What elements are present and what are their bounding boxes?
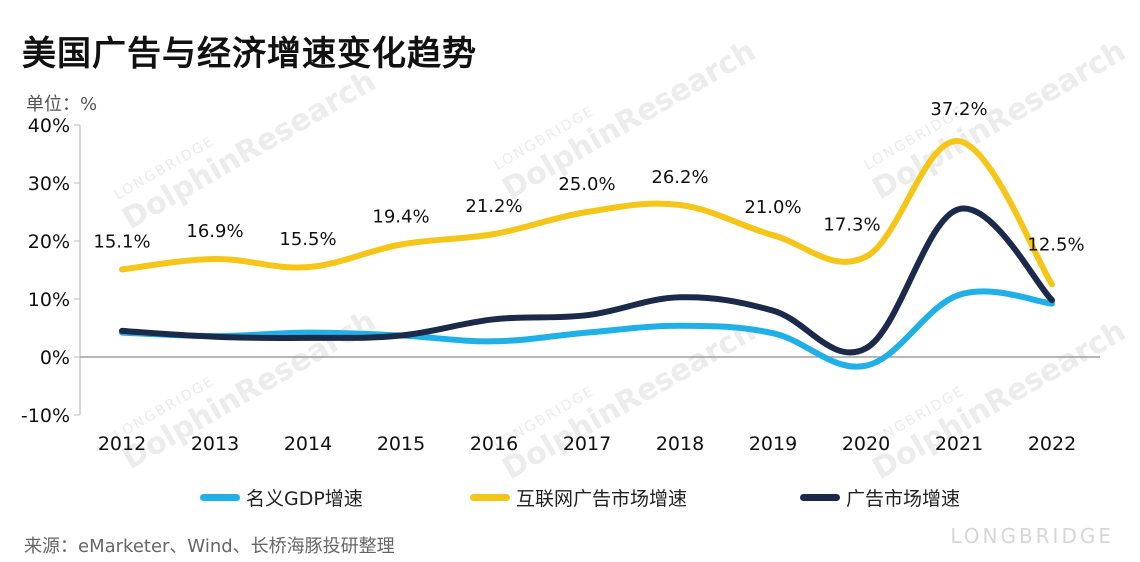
series-line-ad-market bbox=[119, 205, 1055, 356]
legend-swatch-internet-ad bbox=[470, 494, 510, 501]
data-label: 25.0% bbox=[558, 174, 615, 195]
series-layer bbox=[119, 138, 1055, 370]
data-label: 26.2% bbox=[651, 167, 708, 188]
data-label: 37.2% bbox=[930, 99, 987, 120]
watermark-text: DolphinResearch bbox=[497, 34, 762, 207]
legend-swatch-gdp bbox=[200, 494, 240, 501]
source-note: 来源：eMarketer、Wind、长桥海豚投研整理 bbox=[24, 536, 395, 557]
data-label: 21.0% bbox=[744, 197, 801, 218]
unit-label: 单位：% bbox=[26, 94, 98, 115]
y-tick-label: 10% bbox=[28, 289, 70, 311]
x-tick-label: 2013 bbox=[191, 433, 239, 455]
x-tick-label: 2021 bbox=[935, 433, 983, 455]
data-label: 15.1% bbox=[93, 231, 150, 252]
series-line-internet-ad bbox=[119, 138, 1055, 288]
legend-item-ad-market: 广告市场增速 bbox=[800, 484, 960, 511]
legend-label-gdp: 名义GDP增速 bbox=[246, 488, 363, 510]
data-labels-layer: 15.1% 16.9% 15.5% 19.4% 21.2% 25.0% 26.2% 21.0%… bbox=[93, 99, 1084, 255]
x-tick-label: 2012 bbox=[98, 433, 146, 455]
data-label: 19.4% bbox=[372, 206, 429, 227]
y-tick-label: 0% bbox=[40, 347, 70, 369]
legend-item-internet-ad: 互联网广告市场增速 bbox=[470, 484, 687, 511]
legend-label-ad-market: 广告市场增速 bbox=[846, 488, 961, 510]
x-tick-label: 2018 bbox=[656, 433, 704, 455]
x-tick-label: 2020 bbox=[842, 433, 890, 455]
data-label: 12.5% bbox=[1027, 235, 1084, 256]
watermark-text: DolphinResearch bbox=[117, 304, 382, 477]
data-label: 16.9% bbox=[186, 221, 243, 242]
data-label: 17.3% bbox=[823, 215, 880, 236]
legend-item-gdp: 名义GDP增速 bbox=[200, 484, 363, 511]
chart-title: 美国广告与经济增速变化趋势 bbox=[22, 34, 477, 74]
brand-logo-text: LONGBRIDGE bbox=[950, 524, 1114, 548]
x-tick-label: 2022 bbox=[1028, 433, 1076, 455]
x-tick-label: 2014 bbox=[284, 433, 332, 455]
y-tick-label: 30% bbox=[28, 173, 70, 195]
y-tick-label: 20% bbox=[28, 231, 70, 253]
chart-axes: -10% 0% 10% 20% 30% 40% 2012 2013 2014 2015 2016 20… bbox=[21, 115, 1100, 455]
y-tick-label: -10% bbox=[21, 405, 70, 427]
legend-swatch-ad-market bbox=[800, 494, 840, 501]
x-tick-label: 2016 bbox=[470, 433, 518, 455]
watermark-text: DolphinResearch bbox=[117, 64, 382, 237]
legend-label-internet-ad: 互联网广告市场增速 bbox=[516, 488, 688, 510]
y-tick-label: 40% bbox=[28, 115, 70, 137]
data-label: 15.5% bbox=[279, 229, 336, 250]
x-tick-label: 2019 bbox=[749, 433, 797, 455]
legend: 名义GDP增速 互联网广告市场增速 广告市场增速 bbox=[0, 484, 1140, 514]
x-tick-label: 2015 bbox=[377, 433, 425, 455]
x-tick-label: 2017 bbox=[563, 433, 611, 455]
data-label: 21.2% bbox=[465, 196, 522, 217]
series-line-gdp bbox=[119, 288, 1055, 370]
